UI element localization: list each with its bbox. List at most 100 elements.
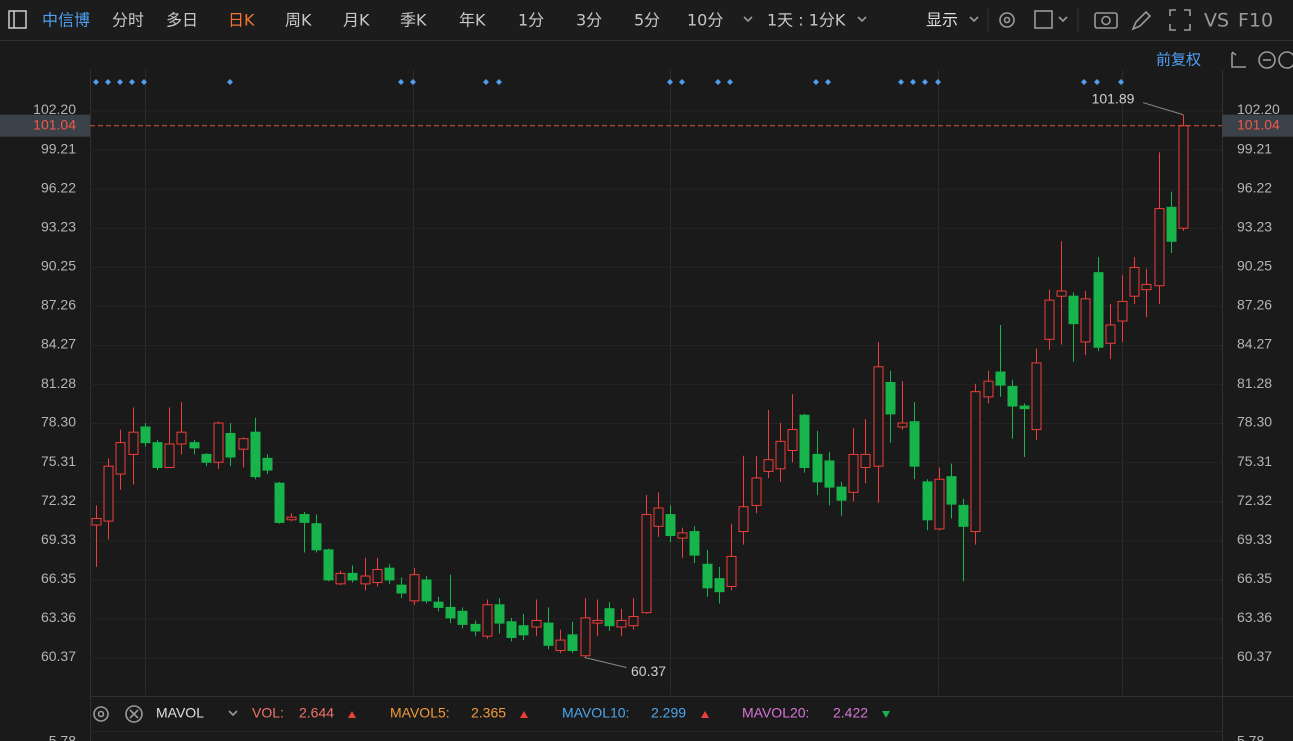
candle-body [1031, 362, 1042, 431]
display-menu[interactable]: 显示 [926, 11, 958, 30]
candle-body [1117, 300, 1128, 322]
y-tick-label-right: 99.21 [1237, 140, 1272, 156]
candle-body [1007, 385, 1018, 407]
period-tab[interactable]: 季K [400, 11, 427, 30]
period-tab[interactable]: 日K [228, 11, 255, 30]
vs-button[interactable]: VS [1204, 10, 1229, 32]
indicator-close-x [129, 709, 139, 719]
legend-value: 2.299 [651, 705, 686, 721]
candle-body [1044, 299, 1055, 340]
y-tick-label-right: 81.28 [1237, 375, 1272, 391]
y-tick-label: 66.35 [41, 570, 76, 586]
candle-body [103, 465, 114, 522]
chevron[interactable] [228, 710, 238, 717]
legend-name: VOL: [252, 705, 284, 721]
candle-body [848, 453, 859, 493]
last-price-tag-right [1222, 114, 1293, 137]
low-annotation: 60.37 [631, 663, 666, 679]
candle-body [946, 476, 957, 505]
candle-body [152, 442, 163, 468]
candle-body [628, 616, 639, 627]
period-tab[interactable]: 1分 [518, 11, 544, 30]
candle-body [347, 572, 358, 581]
period-tab[interactable]: 月K [343, 11, 370, 30]
volume-legend: VOL: 2.644 MAVOL5: 2.365 MAVOL10: 2.299 MAVOL2… [252, 705, 890, 721]
candle-body [1141, 283, 1152, 291]
f10-button[interactable]: F10 [1238, 10, 1273, 32]
period-tab[interactable]: 10分 [687, 11, 723, 30]
settings-icon[interactable] [999, 12, 1015, 28]
y-tick-label-right: 87.26 [1237, 297, 1272, 313]
candle-body [555, 639, 566, 652]
candle-body [128, 431, 139, 455]
zoom-out-icon[interactable] [1258, 51, 1276, 69]
candle-body [714, 578, 725, 593]
candle-body [1166, 206, 1177, 242]
candle-body [970, 391, 981, 533]
reset-icon[interactable] [1231, 51, 1246, 68]
sidebar-toggle[interactable] [8, 10, 27, 29]
candle-body [238, 438, 249, 450]
stock-name[interactable]: 中信博 [42, 11, 90, 30]
fullscreen-icon[interactable] [1169, 9, 1191, 31]
candle-body [445, 606, 456, 619]
candle-body [1056, 290, 1067, 297]
last-price-label-right: 101.04 [1237, 116, 1280, 132]
period-tab[interactable]: 周K [285, 11, 312, 30]
period-tab[interactable]: 分时 [112, 11, 144, 30]
candle-body [897, 422, 908, 428]
candle-body [323, 549, 334, 581]
period-tab[interactable]: 5分 [634, 11, 660, 30]
legend-name: MAVOL5: [390, 705, 450, 721]
candle-body [604, 608, 615, 627]
candle-body [641, 514, 652, 614]
y-tick-label: 69.33 [41, 531, 76, 547]
zoom-in-icon[interactable] [1278, 51, 1293, 69]
candle-body [311, 523, 322, 551]
candle-body [1178, 125, 1189, 229]
candle-body [201, 453, 212, 463]
adjust-mode[interactable]: 前复权 [1156, 51, 1201, 69]
layout-icon[interactable] [1034, 10, 1053, 29]
chevron[interactable] [857, 16, 867, 23]
candle-body [433, 601, 444, 608]
period-tab[interactable]: 3分 [576, 11, 602, 30]
candle-body [812, 453, 823, 483]
candle-body [384, 567, 395, 581]
candle-body [958, 504, 969, 527]
y-tick-label-right: 75.31 [1237, 453, 1272, 469]
chevron[interactable] [969, 16, 979, 23]
indicator-name[interactable]: MAVOL [156, 705, 204, 721]
candle-body [1105, 324, 1116, 344]
chevron[interactable] [743, 16, 753, 23]
draw-icon[interactable] [1131, 10, 1152, 31]
candle-body [518, 625, 529, 636]
candle-body [494, 604, 505, 624]
legend-trend [882, 711, 890, 718]
candle-body [775, 440, 786, 470]
period-tab[interactable]: 年K [459, 11, 486, 30]
candle-body [653, 507, 664, 527]
candle-body [689, 531, 700, 556]
legend-trend [348, 711, 356, 718]
camera-icon[interactable] [1094, 12, 1118, 29]
candle-body [115, 442, 126, 475]
chevron[interactable] [1058, 16, 1068, 23]
y-tick-label-right: 96.22 [1237, 179, 1272, 195]
candle-body [1154, 208, 1165, 287]
period-tab[interactable]: 多日 [166, 11, 198, 30]
indicator-settings[interactable] [93, 706, 109, 722]
legend-value: 2.422 [833, 705, 868, 721]
candle-body [763, 459, 774, 472]
y-tick-label: 93.23 [41, 219, 76, 235]
candle-body [482, 604, 493, 637]
period-select[interactable]: 1天 : 1分K [767, 11, 846, 30]
candle-body [213, 422, 224, 463]
indicator-close[interactable] [125, 705, 143, 723]
legend-trend [520, 711, 528, 718]
y-tick-label-right: 84.27 [1237, 336, 1272, 352]
candle-body [726, 555, 737, 587]
candle-body [189, 442, 200, 449]
legend-name: MAVOL10: [562, 705, 629, 721]
